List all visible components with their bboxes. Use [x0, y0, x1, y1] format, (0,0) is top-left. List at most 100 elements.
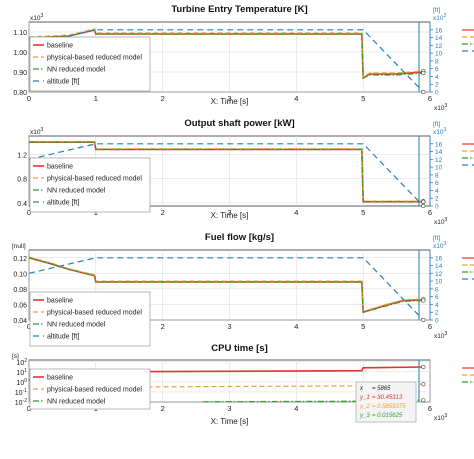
chart-panel-3: Fuel flow [kg/s] 0 12 3 4 5 6 0.04 0.06 0.08 0.10 0…	[12, 232, 474, 347]
legend-label-physical: physical-based reduced model	[47, 55, 142, 62]
x-tick-label: 3	[227, 208, 231, 217]
chart-title: CPU time [s]	[211, 343, 267, 354]
y-tick-label: 1.00	[13, 50, 27, 57]
right-tick-label: 0	[435, 318, 439, 325]
legend-label-altitude: altitude [ft]	[47, 334, 79, 341]
series-line-altitude	[28, 143, 424, 207]
right-tick-label: 8	[435, 172, 439, 179]
legend-box	[29, 368, 151, 410]
x-tick-label: 4	[294, 322, 298, 331]
right-tick-label: 10	[435, 279, 443, 286]
right-multiplier-label: x103	[433, 127, 446, 136]
chart-title: Fuel flow [kg/s]	[205, 232, 274, 243]
cursor-marker	[421, 397, 426, 403]
x-tick-label: 0	[27, 322, 31, 331]
right-tick-label: 8	[435, 58, 439, 65]
right-tick-label: 8	[435, 286, 439, 293]
y-tick-label: 0.12	[13, 256, 27, 263]
y-tick-label: 0.10	[13, 271, 27, 278]
readout-value: = 0.5859375	[372, 404, 406, 410]
cursor-marker	[421, 364, 426, 370]
readout-value: = 30.45313	[372, 395, 403, 401]
x-tick-label: 0	[27, 404, 31, 413]
series-line-nn	[29, 141, 424, 203]
x-tick-label: 5	[361, 94, 365, 103]
right-tick-label: 6	[435, 180, 439, 187]
legend-label-physical: physical-based reduced model	[47, 176, 142, 183]
x-tick-label: 4	[294, 208, 298, 217]
right-tick-label: 4	[435, 302, 439, 309]
right-tick-label: 12	[435, 43, 443, 50]
x-tick-label: 1	[94, 94, 98, 103]
right-tick-label: 12	[435, 157, 443, 164]
chart-title: Turbine Entry Temperature [K]	[171, 4, 307, 15]
legend-label-nn: NN reduced model	[47, 67, 106, 74]
right-axis-unit: [ft]	[433, 7, 440, 14]
series-line-altitude	[28, 257, 424, 321]
readout-box	[355, 381, 417, 423]
legend-box	[29, 291, 151, 347]
right-tick-label: 6	[435, 66, 439, 73]
right-tick-label: 16	[435, 27, 443, 34]
legend-label-physical: physical-based reduced model	[47, 310, 142, 317]
right-tick-label: 10	[435, 165, 443, 172]
right-tick-label: 2	[435, 196, 439, 203]
readout-label: x	[359, 386, 364, 392]
x-tick-label: 3	[227, 322, 231, 331]
readout-label: y_2	[359, 404, 370, 410]
right-tick-label: 2	[435, 82, 439, 89]
x-tick-label: 6	[428, 404, 432, 413]
legend-label-baseline: baseline	[47, 164, 73, 171]
legend-label-baseline: baseline	[47, 43, 73, 50]
chart-panel-1: Turbine Entry Temperature [K]0 1 2 3 4 5 60.80…	[13, 4, 474, 112]
right-axis-unit: [ft]	[433, 235, 440, 242]
x-tick-label: 4	[294, 94, 298, 103]
y-multiplier-label: x103	[30, 13, 43, 22]
cursor-marker	[421, 298, 426, 303]
y-tick-label: 0.06	[13, 302, 27, 309]
x-tick-label: 6	[428, 208, 432, 217]
right-multiplier-label: x103	[433, 241, 446, 250]
y-axis-label: [s]	[12, 353, 19, 360]
legend-label-altitude: altitude [ft]	[47, 200, 79, 207]
cursor-marker	[421, 70, 426, 76]
x-axis-label: X: Time [s]	[211, 417, 249, 426]
y-tick-label: 100	[16, 378, 27, 387]
right-tick-label: 6	[435, 294, 439, 301]
x-tick-label: 5	[361, 208, 365, 217]
right-tick-label: 14	[435, 35, 443, 42]
y-multiplier-label: x103	[30, 127, 43, 136]
right-tick-label: 16	[435, 141, 443, 148]
legend-label-nn: NN reduced model	[47, 188, 106, 195]
cursor-marker	[421, 382, 426, 387]
x-tick-label: 2	[161, 208, 165, 217]
x-axis-label: X: Time [s]	[211, 211, 249, 220]
x-tick-label: 5	[361, 322, 365, 331]
legend-label-baseline: baseline	[47, 375, 73, 382]
x-axis-label: X: Time [s]	[211, 97, 249, 106]
right-tick-label: 14	[435, 263, 443, 270]
right-tick-label: 12	[435, 271, 443, 278]
y-tick-label: 0.8	[17, 177, 27, 184]
readout-label: y_3	[359, 413, 370, 419]
x-tick-label: 2	[161, 94, 165, 103]
x-multiplier-label: x103	[434, 413, 447, 422]
x-tick-label: 4	[294, 404, 298, 413]
x-tick-label: 0	[27, 208, 31, 217]
legend-box	[29, 36, 151, 92]
legend-label-nn: NN reduced model	[47, 322, 106, 329]
y-tick-label: 0.90	[13, 70, 27, 77]
series-line-nn	[28, 29, 424, 79]
legend-box	[29, 157, 151, 213]
cursor-marker	[421, 317, 426, 323]
right-tick-label: 0	[435, 204, 439, 211]
y-tick-label: 10-2	[15, 398, 27, 407]
x-multiplier-label: x103	[434, 331, 447, 340]
right-tick-label: 16	[435, 255, 443, 262]
right-tick-label: 2	[435, 310, 439, 317]
x-tick-label: 2	[161, 322, 165, 331]
right-tick-label: 4	[435, 74, 439, 81]
x-tick-label: 6	[428, 94, 432, 103]
